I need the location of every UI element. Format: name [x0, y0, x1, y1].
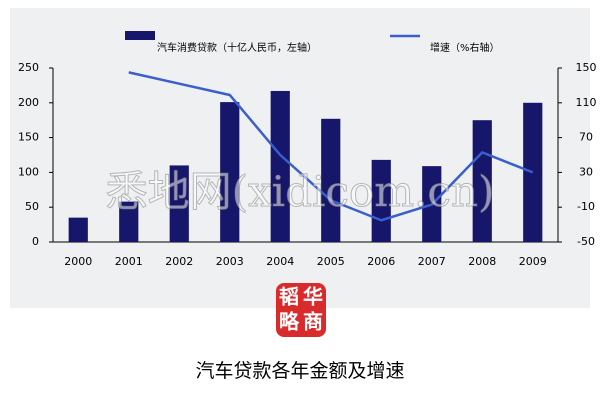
y-tick-label: 250 — [18, 61, 39, 74]
logo-box — [276, 283, 326, 337]
x-tick-label: 2000 — [64, 255, 92, 268]
y-tick-label: 0 — [32, 235, 39, 248]
y-tick-label: 200 — [18, 96, 39, 109]
legend-label: 增速（%右轴） — [430, 41, 500, 54]
logo-char: 商 — [303, 310, 323, 334]
line — [128, 71, 534, 222]
y-tick-label: 150 — [18, 131, 39, 144]
bar — [68, 217, 88, 242]
legend-swatch — [125, 31, 155, 40]
x-tick-label: 2004 — [266, 255, 294, 268]
y2-tick-label: -50 — [577, 235, 595, 248]
bar — [270, 90, 290, 242]
x-tick-label: 2003 — [216, 255, 244, 268]
bar — [321, 118, 341, 242]
logo-char: 略 — [279, 310, 300, 334]
y2-tick-label: -10 — [577, 200, 595, 213]
bar — [472, 120, 492, 242]
legend-label: 汽车消费贷款（十亿人民币，左轴） — [157, 41, 317, 54]
logo-char: 华 — [303, 285, 323, 309]
x-tick-label: 2006 — [367, 255, 395, 268]
x-tick-label: 2007 — [418, 255, 446, 268]
bar — [119, 201, 139, 242]
y2-tick-label: 30 — [579, 165, 593, 178]
y2-tick-label: 150 — [576, 61, 597, 74]
x-tick-label: 2009 — [519, 255, 547, 268]
y2-tick-label: 110 — [576, 96, 597, 109]
x-tick-label: 2002 — [165, 255, 193, 268]
bar — [169, 165, 189, 242]
bar — [371, 159, 391, 242]
x-tick-label: 2005 — [317, 255, 345, 268]
bar — [220, 102, 240, 242]
x-tick-label: 2001 — [115, 255, 143, 268]
x-tick-label: 2008 — [468, 255, 496, 268]
caption: 汽车贷款各年金额及增速 — [195, 360, 404, 382]
y-tick-label: 50 — [25, 200, 39, 213]
y-tick-label: 100 — [18, 165, 39, 178]
y2-tick-label: 70 — [579, 131, 593, 144]
watermark: 悉地网(xidicom.cn) — [106, 167, 495, 216]
logo-char: 韬 — [279, 285, 299, 309]
